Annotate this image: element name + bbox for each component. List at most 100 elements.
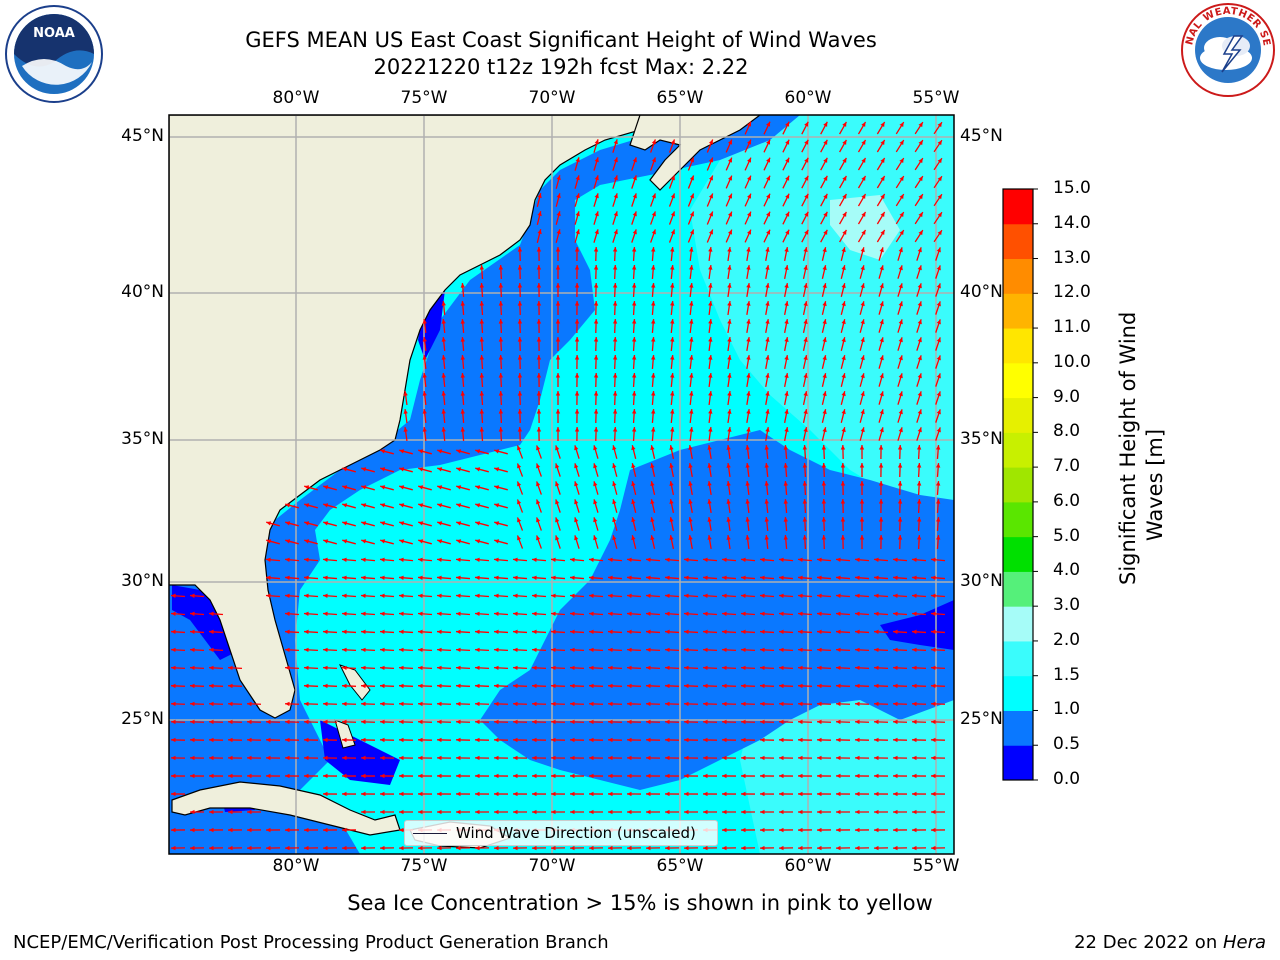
wind-arrow <box>208 719 224 725</box>
wind-arrow <box>380 539 394 545</box>
wind-arrow <box>227 773 243 779</box>
lat-label-left: 40°N <box>121 282 164 302</box>
wind-arrow <box>512 737 528 743</box>
wind-arrow <box>418 485 432 491</box>
wind-arrow <box>935 373 941 387</box>
wind-arrow <box>612 157 618 171</box>
wind-arrow <box>631 157 637 171</box>
wind-arrow <box>588 575 604 580</box>
wind-arrow <box>727 282 732 298</box>
wind-arrow <box>721 719 737 725</box>
wind-arrow <box>783 265 789 279</box>
wind-arrow <box>303 593 319 598</box>
wind-arrow <box>474 719 490 725</box>
wind-arrow <box>835 557 851 562</box>
wind-arrow <box>284 611 300 616</box>
wind-arrow <box>726 480 731 496</box>
wind-arrow <box>170 683 186 689</box>
wind-arrow <box>612 211 618 225</box>
wind-arrow <box>284 575 300 580</box>
wind-arrow <box>189 845 205 851</box>
wind-arrow <box>456 521 470 527</box>
wind-arrow <box>360 791 376 797</box>
wind-arrow <box>626 647 642 653</box>
wind-arrow <box>726 444 731 460</box>
wind-arrow <box>859 355 865 369</box>
wind-arrow <box>626 791 642 797</box>
wind-arrow <box>322 845 338 851</box>
wind-arrow <box>745 534 750 550</box>
wind-arrow <box>455 791 471 797</box>
wind-arrow <box>664 593 680 598</box>
wind-arrow <box>403 426 408 442</box>
wind-arrow <box>494 521 508 527</box>
wind-arrow <box>479 372 484 388</box>
wind-arrow <box>916 444 922 460</box>
wind-arrow <box>930 611 946 616</box>
wind-arrow <box>651 264 656 280</box>
wind-arrow <box>895 121 905 135</box>
wind-arrow <box>683 575 699 580</box>
wind-arrow <box>456 503 470 509</box>
wind-arrow <box>702 683 718 689</box>
wind-arrow <box>797 647 813 653</box>
wind-arrow <box>399 449 413 455</box>
wind-arrow <box>744 211 752 225</box>
wind-arrow <box>854 737 870 743</box>
wind-arrow <box>878 427 884 441</box>
wind-arrow <box>246 719 262 725</box>
wind-arrow <box>607 809 623 815</box>
wind-arrow <box>479 390 484 406</box>
wind-arrow <box>707 534 712 550</box>
wind-arrow <box>816 737 832 743</box>
wind-arrow <box>726 462 731 478</box>
wind-arrow <box>474 647 490 653</box>
wind-arrow <box>498 318 504 334</box>
wind-arrow <box>322 737 338 743</box>
wind-arrow <box>631 408 637 424</box>
wind-arrow <box>360 557 376 562</box>
wind-arrow <box>746 354 751 370</box>
colorbar-swatch <box>1003 362 1033 399</box>
wind-arrow <box>379 701 395 707</box>
wind-arrow <box>456 449 470 455</box>
wind-arrow <box>379 629 395 635</box>
wind-arrow <box>759 791 775 797</box>
maritimes-land <box>629 115 761 191</box>
wind-arrow <box>683 593 699 598</box>
wind-arrow <box>933 229 943 243</box>
wind-arrow <box>878 480 884 496</box>
wind-arrow <box>897 480 903 496</box>
wind-arrow <box>494 485 508 491</box>
footer-branch: NCEP/EMC/Verification Post Processing Pr… <box>13 932 609 953</box>
wind-arrow <box>930 737 946 743</box>
wind-arrow <box>816 557 832 562</box>
wind-arrow <box>474 701 490 707</box>
wind-arrow <box>840 534 846 550</box>
wind-arrow <box>876 175 886 189</box>
colorbar-tick-label: 10.0 <box>1053 351 1091 372</box>
wind-arrow <box>778 629 794 635</box>
wind-arrow <box>763 211 771 225</box>
wind-arrow <box>631 517 637 531</box>
wind-arrow <box>607 611 623 616</box>
wind-arrow <box>746 426 751 442</box>
wind-arrow <box>911 701 927 707</box>
wind-arrow <box>816 629 832 635</box>
wind-arrow <box>417 719 433 725</box>
wind-arrow <box>778 773 794 779</box>
wind-arrow <box>744 175 752 189</box>
colorbar-tick-label: 11.0 <box>1053 317 1091 338</box>
wind-arrow <box>265 557 281 562</box>
wind-arrow <box>494 449 508 455</box>
wind-arrow <box>360 683 376 689</box>
wind-arrow <box>322 683 338 689</box>
wind-arrow <box>897 373 903 387</box>
wind-arrow <box>265 827 281 833</box>
wind-arrow <box>265 593 281 598</box>
lat-label-left: 25°N <box>121 709 164 729</box>
wind-arrow <box>645 575 661 580</box>
wind-arrow <box>651 300 656 316</box>
wind-arrow <box>930 593 946 598</box>
wind-arrow <box>455 629 471 635</box>
